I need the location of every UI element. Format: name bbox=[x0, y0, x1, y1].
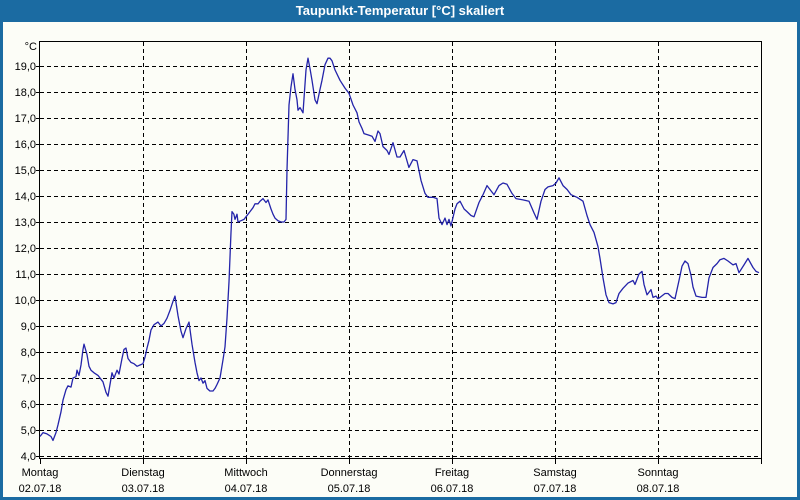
x-day-name-label: Donnerstag bbox=[321, 467, 378, 479]
y-tick-label: 18,0 bbox=[15, 87, 36, 99]
x-day-date-label: 04.07.18 bbox=[225, 483, 268, 495]
x-day-name-label: Freitag bbox=[435, 467, 469, 479]
y-tick-label: 13,0 bbox=[15, 217, 36, 229]
x-day-name-label: Dienstag bbox=[121, 467, 164, 479]
y-tick-label: 14,0 bbox=[15, 191, 36, 203]
x-day-name-label: Samstag bbox=[533, 467, 576, 479]
chart-container: 19,0 18,0 17,0 16,0 15,0 14,0 13,0 12,0 11,0 10,0… bbox=[3, 22, 797, 497]
y-tick-label: 6,0 bbox=[21, 399, 36, 411]
x-day-date-label: 03.07.18 bbox=[122, 483, 165, 495]
y-axis-unit-label: °C bbox=[25, 41, 37, 53]
y-tick-label: 16,0 bbox=[15, 139, 36, 151]
y-tick-label: 12,0 bbox=[15, 243, 36, 255]
x-day-date-label: 02.07.18 bbox=[19, 483, 62, 495]
x-day-name-label: Montag bbox=[22, 467, 59, 479]
chart-canvas: 19,0 18,0 17,0 16,0 15,0 14,0 13,0 12,0 11,0 10,0… bbox=[15, 41, 762, 495]
x-day-name-label: Sonntag bbox=[638, 467, 679, 479]
x-day-date-label: 05.07.18 bbox=[328, 483, 371, 495]
plot-border bbox=[39, 41, 762, 459]
y-tick-label: 10,0 bbox=[15, 295, 36, 307]
y-tick-label: 8,0 bbox=[21, 347, 36, 359]
window-title: Taupunkt-Temperatur [°C] skaliert bbox=[295, 3, 505, 18]
x-day-date-label: 07.07.18 bbox=[534, 483, 577, 495]
x-day-name-label: Mittwoch bbox=[224, 467, 267, 479]
y-tick-label: 9,0 bbox=[21, 321, 36, 333]
y-tick-label: 5,0 bbox=[21, 425, 36, 437]
x-day-date-label: 06.07.18 bbox=[431, 483, 474, 495]
window-title-bar[interactable]: Taupunkt-Temperatur [°C] skaliert bbox=[3, 0, 797, 22]
dewpoint-series-line bbox=[39, 57, 760, 442]
y-tick-label: 19,0 bbox=[15, 61, 36, 73]
y-tick-label: 15,0 bbox=[15, 165, 36, 177]
y-tick-label: 17,0 bbox=[15, 113, 36, 125]
x-day-date-label: 08.07.18 bbox=[637, 483, 680, 495]
y-tick-label: 7,0 bbox=[21, 373, 36, 385]
y-tick-label: 11,0 bbox=[15, 269, 36, 281]
y-tick-label: 4,0 bbox=[21, 451, 36, 463]
